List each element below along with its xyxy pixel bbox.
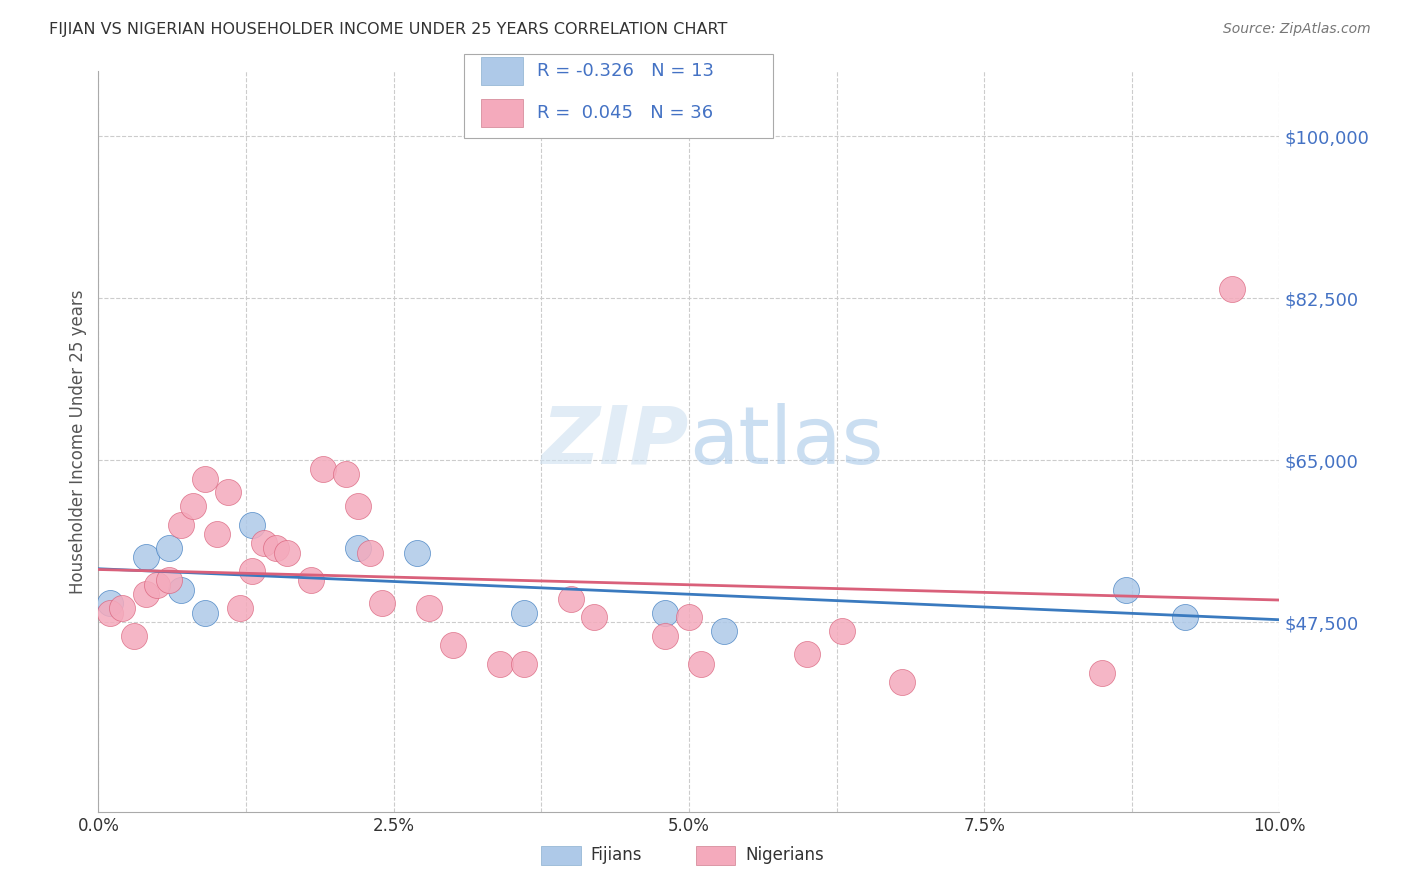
Point bbox=[217, 485, 239, 500]
Text: Nigerians: Nigerians bbox=[745, 847, 824, 864]
Point bbox=[194, 606, 217, 620]
Point bbox=[135, 587, 157, 601]
Point bbox=[312, 462, 335, 476]
Point bbox=[122, 629, 145, 643]
Point bbox=[181, 500, 204, 514]
Point bbox=[371, 597, 394, 611]
Point bbox=[194, 471, 217, 485]
Text: R = -0.326   N = 13: R = -0.326 N = 13 bbox=[537, 62, 714, 79]
Point bbox=[1220, 282, 1243, 296]
Point bbox=[583, 610, 606, 624]
Point bbox=[98, 597, 121, 611]
Point bbox=[890, 675, 912, 690]
Point bbox=[240, 517, 263, 532]
Point bbox=[299, 574, 322, 588]
Point bbox=[654, 629, 676, 643]
Point bbox=[418, 601, 440, 615]
Point bbox=[157, 574, 180, 588]
Point bbox=[654, 606, 676, 620]
Point bbox=[1115, 582, 1137, 597]
Point bbox=[678, 610, 700, 624]
Text: FIJIAN VS NIGERIAN HOUSEHOLDER INCOME UNDER 25 YEARS CORRELATION CHART: FIJIAN VS NIGERIAN HOUSEHOLDER INCOME UN… bbox=[49, 22, 727, 37]
Point bbox=[205, 527, 228, 541]
Point bbox=[489, 657, 512, 671]
Point bbox=[359, 545, 381, 560]
Point bbox=[441, 638, 464, 652]
Point bbox=[335, 467, 357, 481]
Point bbox=[347, 541, 370, 555]
Text: Source: ZipAtlas.com: Source: ZipAtlas.com bbox=[1223, 22, 1371, 37]
Text: ZIP: ZIP bbox=[541, 402, 689, 481]
Text: Fijians: Fijians bbox=[591, 847, 643, 864]
Point bbox=[406, 545, 429, 560]
Text: R =  0.045   N = 36: R = 0.045 N = 36 bbox=[537, 104, 713, 122]
Point bbox=[264, 541, 287, 555]
Point bbox=[170, 517, 193, 532]
Point bbox=[796, 648, 818, 662]
Point bbox=[512, 606, 534, 620]
Point bbox=[512, 657, 534, 671]
Point bbox=[1174, 610, 1197, 624]
Point bbox=[98, 606, 121, 620]
Point bbox=[229, 601, 252, 615]
Point bbox=[347, 500, 370, 514]
Point bbox=[253, 536, 276, 550]
Point bbox=[111, 601, 134, 615]
Point bbox=[713, 624, 735, 639]
Point bbox=[146, 578, 169, 592]
Point bbox=[170, 582, 193, 597]
Point bbox=[560, 591, 582, 606]
Point bbox=[689, 657, 711, 671]
Point bbox=[276, 545, 298, 560]
Point bbox=[240, 564, 263, 578]
Text: atlas: atlas bbox=[689, 402, 883, 481]
Y-axis label: Householder Income Under 25 years: Householder Income Under 25 years bbox=[69, 289, 87, 594]
Point bbox=[831, 624, 853, 639]
Point bbox=[157, 541, 180, 555]
Point bbox=[1091, 665, 1114, 680]
Point bbox=[135, 550, 157, 565]
